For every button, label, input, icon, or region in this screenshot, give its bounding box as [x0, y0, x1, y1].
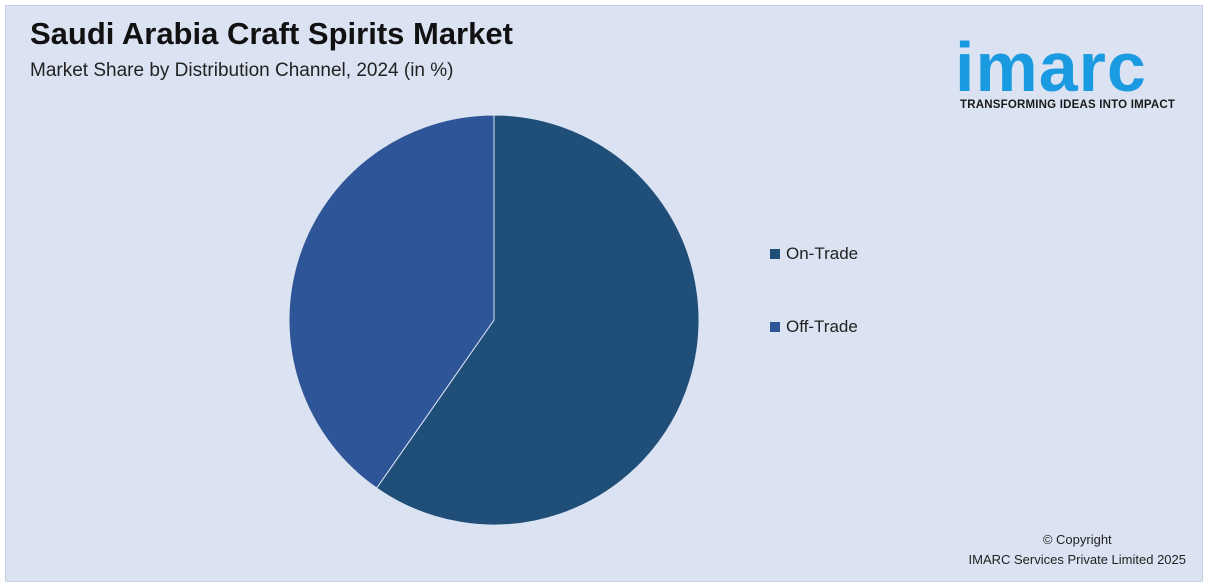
copyright-line-2: IMARC Services Private Limited 2025: [968, 552, 1186, 567]
copyright-line-1: © Copyright: [1042, 532, 1112, 547]
logo-wordmark: imarc: [955, 28, 1147, 106]
legend-item-off-trade: Off-Trade: [770, 317, 858, 337]
legend-item-on-trade: On-Trade: [770, 244, 858, 264]
legend-swatch-on-trade: [770, 249, 780, 259]
imarc-logo: imarc TRANSFORMING IDEAS INTO IMPACT: [955, 12, 1187, 122]
logo-tagline: TRANSFORMING IDEAS INTO IMPACT: [960, 99, 1176, 111]
legend-label-on-trade: On-Trade: [786, 244, 859, 263]
page-subtitle: Market Share by Distribution Channel, 20…: [30, 60, 454, 81]
page-title: Saudi Arabia Craft Spirits Market: [30, 16, 513, 51]
pie-slice-on-trade: [375, 114, 700, 526]
pie-slice-off-trade: [288, 114, 495, 489]
copyright-notice: © Copyright IMARC Services Private Limit…: [969, 530, 1186, 570]
legend-swatch-off-trade: [770, 322, 780, 332]
legend-label-off-trade: Off-Trade: [786, 317, 858, 336]
